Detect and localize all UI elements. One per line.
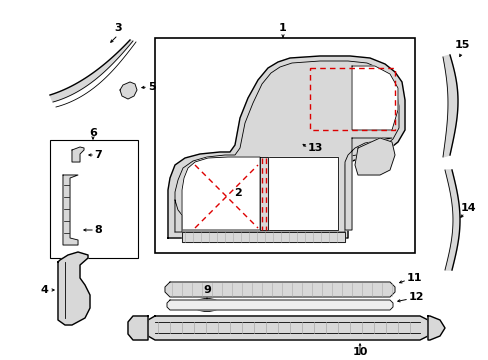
Text: 2: 2 <box>234 188 242 198</box>
Polygon shape <box>260 157 267 230</box>
Ellipse shape <box>193 298 221 311</box>
Polygon shape <box>182 232 345 242</box>
Polygon shape <box>267 157 337 230</box>
Polygon shape <box>167 300 392 310</box>
Polygon shape <box>427 316 444 340</box>
Bar <box>50 140 138 258</box>
Polygon shape <box>120 82 137 99</box>
Polygon shape <box>442 55 457 157</box>
Text: 11: 11 <box>406 273 421 283</box>
Polygon shape <box>182 157 260 230</box>
Polygon shape <box>58 252 90 325</box>
Text: 4: 4 <box>40 285 48 295</box>
Text: 9: 9 <box>203 285 210 295</box>
Bar <box>155 38 414 253</box>
Polygon shape <box>128 316 148 340</box>
Polygon shape <box>345 138 391 230</box>
Text: 7: 7 <box>94 150 102 160</box>
Polygon shape <box>50 40 133 102</box>
Polygon shape <box>168 56 404 238</box>
Text: 10: 10 <box>351 347 367 357</box>
Polygon shape <box>63 175 78 245</box>
Polygon shape <box>72 147 84 162</box>
Polygon shape <box>351 66 397 130</box>
Text: 6: 6 <box>89 128 97 138</box>
Text: 15: 15 <box>453 40 469 50</box>
Text: 13: 13 <box>306 143 322 153</box>
Polygon shape <box>146 316 429 340</box>
Text: 1: 1 <box>279 23 286 33</box>
Text: 5: 5 <box>148 82 156 92</box>
Polygon shape <box>164 282 394 297</box>
Polygon shape <box>175 200 182 232</box>
Text: 12: 12 <box>407 292 423 302</box>
Text: 14: 14 <box>460 203 476 213</box>
Text: 3: 3 <box>114 23 122 33</box>
Polygon shape <box>444 170 459 270</box>
Text: 8: 8 <box>94 225 102 235</box>
Polygon shape <box>354 138 394 175</box>
